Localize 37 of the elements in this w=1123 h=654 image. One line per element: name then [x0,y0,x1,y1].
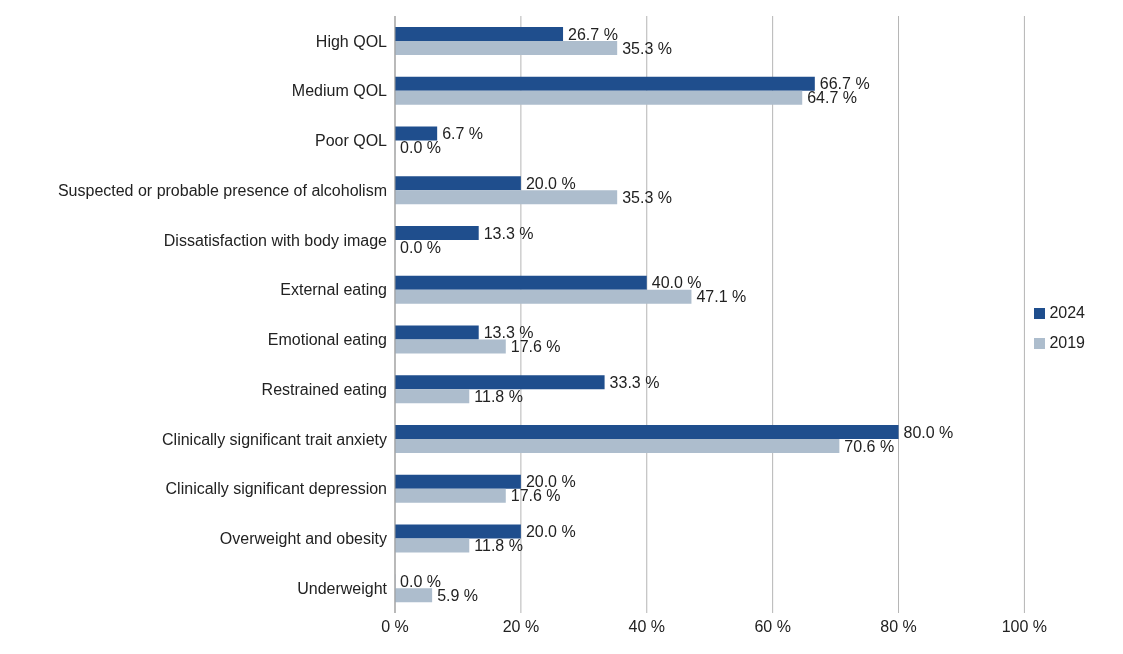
x-tick-label: 80 % [880,618,917,636]
data-label: 0.0 % [400,238,442,256]
data-label: 13.3 % [483,224,534,242]
x-tick-label: 40 % [628,618,665,636]
y-tick-label: Clinically significant depression [165,480,387,498]
data-label: 70.6 % [844,437,895,455]
y-tick-label: Suspected or probable presence of alcoholism [57,181,387,199]
data-label: 11.8 % [474,537,523,555]
legend-label: 2019 [1049,334,1085,351]
data-label: 20.0 % [525,174,576,192]
y-tick-label: Dissatisfaction with body image [163,231,388,249]
data-label: 0.0 % [400,139,442,157]
data-label: 26.7 % [568,25,618,43]
x-tick-label: 20 % [502,618,540,636]
y-tick-label: Underweight [297,579,388,597]
x-tick-label: 60 % [754,618,791,636]
y-tick-label: Poor QOL [314,132,388,150]
data-label: 17.6 % [510,338,561,356]
y-tick-label: Restrained eating [261,380,387,398]
legend-label: 2024 [1049,304,1085,321]
y-tick-label: High QOL [315,32,388,50]
data-label: 64.7 % [807,89,858,107]
data-label: 35.3 % [622,188,672,206]
data-label: 17.6 % [510,487,561,505]
y-tick-label: External eating [280,281,387,299]
data-label: 35.3 % [622,39,672,57]
data-label: 11.8 % [474,387,523,405]
x-tick-label: 100 % [1001,618,1048,636]
y-tick-label: Emotional eating [267,331,387,349]
y-tick-label: Medium QOL [291,82,388,100]
y-tick-label: Overweight and obesity [219,530,387,548]
y-tick-label: Clinically significant trait anxiety [162,430,387,448]
data-label: 80.0 % [903,423,954,441]
data-label: 6.7 % [442,125,484,143]
data-label: 20.0 % [525,523,576,541]
x-tick-label: 0 % [381,618,409,636]
data-label: 33.3 % [609,373,660,391]
